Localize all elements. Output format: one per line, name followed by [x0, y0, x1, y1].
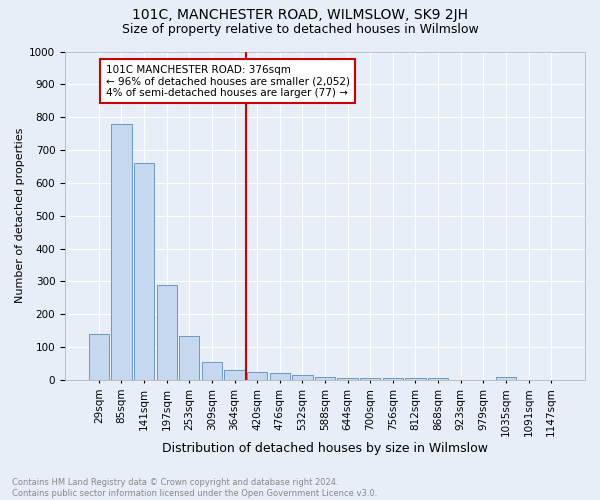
Bar [315, 378, 335, 380]
Bar [292, 375, 313, 380]
Bar [134, 163, 154, 380]
Bar [202, 362, 222, 380]
Bar [89, 334, 109, 380]
Bar [111, 124, 131, 380]
Bar [406, 378, 425, 380]
Text: Contains HM Land Registry data © Crown copyright and database right 2024.
Contai: Contains HM Land Registry data © Crown c… [12, 478, 377, 498]
Bar [360, 378, 380, 380]
Bar [269, 374, 290, 380]
Text: 101C MANCHESTER ROAD: 376sqm
← 96% of detached houses are smaller (2,052)
4% of : 101C MANCHESTER ROAD: 376sqm ← 96% of de… [106, 64, 350, 98]
Bar [428, 378, 448, 380]
X-axis label: Distribution of detached houses by size in Wilmslow: Distribution of detached houses by size … [162, 442, 488, 455]
Bar [337, 378, 358, 380]
Bar [247, 372, 268, 380]
Y-axis label: Number of detached properties: Number of detached properties [15, 128, 25, 304]
Text: 101C, MANCHESTER ROAD, WILMSLOW, SK9 2JH: 101C, MANCHESTER ROAD, WILMSLOW, SK9 2JH [132, 8, 468, 22]
Bar [496, 378, 516, 380]
Text: Size of property relative to detached houses in Wilmslow: Size of property relative to detached ho… [122, 22, 478, 36]
Bar [157, 285, 177, 380]
Bar [179, 336, 199, 380]
Bar [383, 378, 403, 380]
Bar [224, 370, 245, 380]
